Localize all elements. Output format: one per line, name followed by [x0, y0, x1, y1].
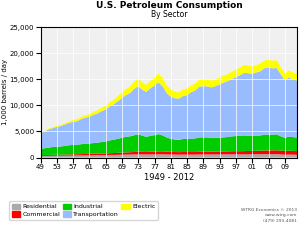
Text: U.S. Petroleum Consumption: U.S. Petroleum Consumption: [96, 1, 243, 10]
X-axis label: 1949 - 2012: 1949 - 2012: [144, 173, 194, 182]
Text: By Sector: By Sector: [151, 10, 188, 19]
Y-axis label: 1,000 barrels / day: 1,000 barrels / day: [2, 59, 8, 125]
Legend: Residential, Commercial, Industrial, Transportation, Electric: Residential, Commercial, Industrial, Tra…: [9, 201, 158, 220]
Text: WTRG Economics © 2013
www.wtrg.com
(479) 293-4081: WTRG Economics © 2013 www.wtrg.com (479)…: [241, 208, 297, 223]
